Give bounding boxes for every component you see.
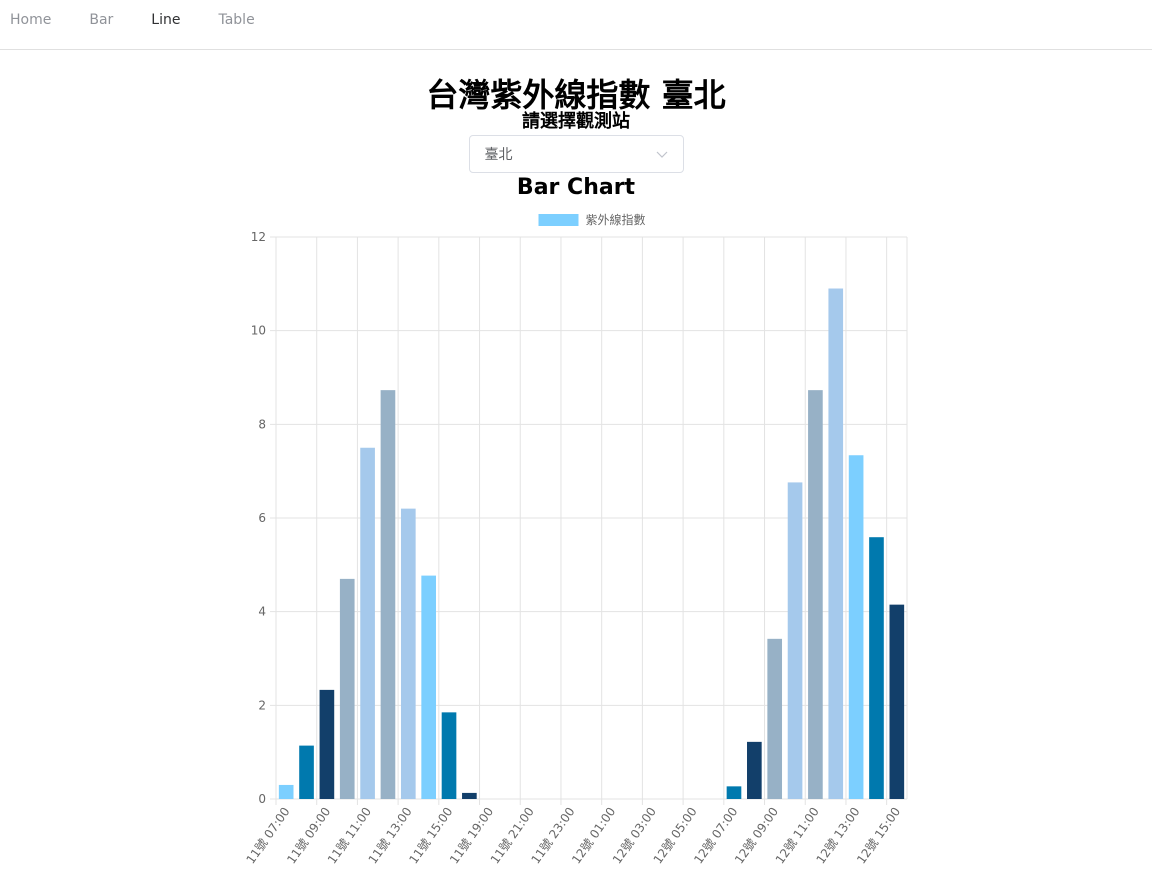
- bar: [747, 741, 762, 799]
- legend-label: 紫外線指數: [586, 212, 646, 227]
- bar: [828, 288, 844, 799]
- bar: [462, 792, 477, 799]
- page-title: 台灣紫外線指數 臺北: [426, 76, 726, 114]
- y-tick-label: 8: [258, 417, 266, 431]
- bar: [299, 745, 314, 799]
- bar: [421, 575, 436, 799]
- chevron-down-icon: [656, 151, 667, 158]
- y-tick-label: 0: [258, 792, 266, 806]
- bar: [767, 638, 783, 799]
- bar: [889, 604, 905, 799]
- nav-line[interactable]: Line: [151, 11, 181, 28]
- station-select[interactable]: 臺北: [468, 135, 684, 173]
- y-tick-label: 12: [251, 230, 266, 244]
- y-tick-label: 10: [251, 324, 266, 338]
- bar: [339, 578, 355, 799]
- bar: [787, 482, 803, 799]
- chart-heading: Bar Chart: [516, 175, 636, 200]
- y-tick-label: 4: [258, 605, 266, 619]
- bar: [441, 712, 457, 799]
- y-tick-label: 2: [258, 698, 266, 712]
- nav-home[interactable]: Home: [10, 11, 52, 28]
- page-subtitle: 請選擇觀測站: [522, 111, 630, 132]
- legend-swatch: [538, 214, 579, 226]
- bar: [319, 689, 335, 799]
- bar: [278, 784, 294, 799]
- y-tick-label: 6: [258, 511, 266, 525]
- bar: [808, 390, 823, 799]
- nav-table[interactable]: Table: [218, 11, 255, 28]
- bar: [360, 447, 375, 799]
- bar: [869, 537, 884, 799]
- bar: [380, 390, 396, 799]
- station-select-value: 臺北: [484, 147, 513, 163]
- bar: [726, 786, 742, 799]
- nav-bar[interactable]: Bar: [89, 11, 114, 28]
- bar: [848, 455, 864, 799]
- top-nav: Home Bar Line Table: [0, 0, 1152, 50]
- bar: [400, 508, 416, 799]
